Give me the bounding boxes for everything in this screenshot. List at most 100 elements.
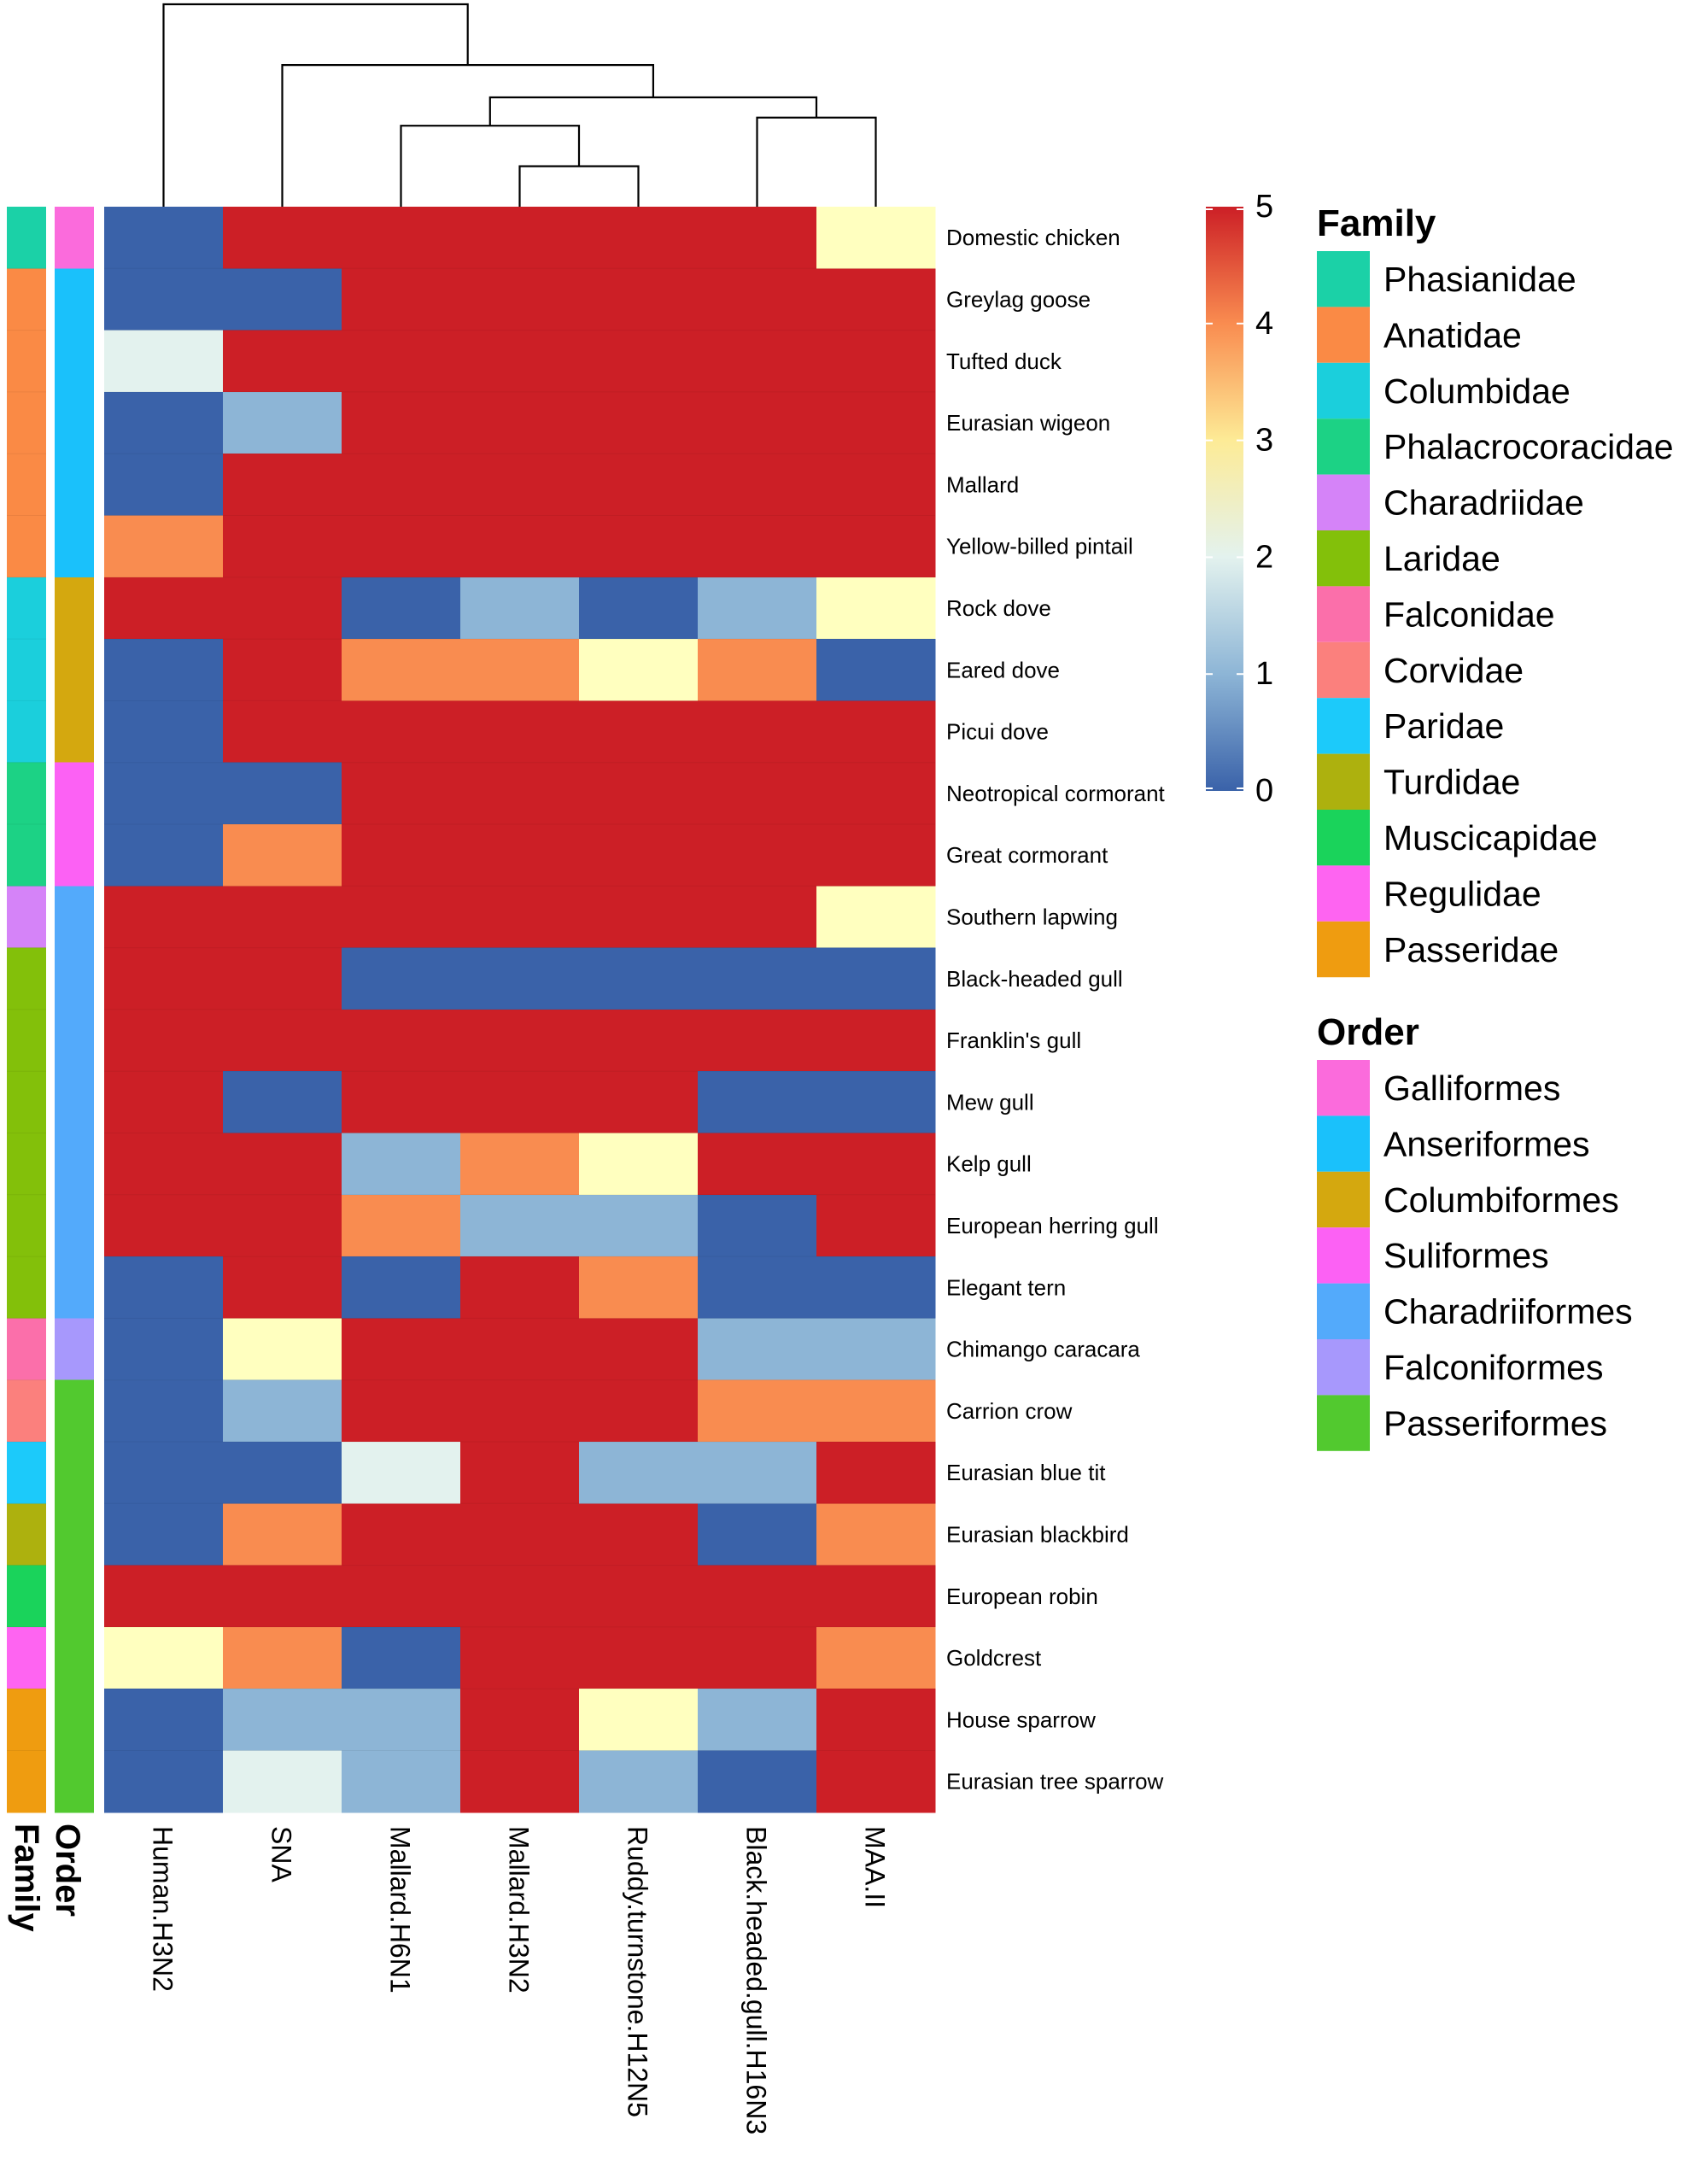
heatmap-cell [816, 762, 936, 825]
heatmap-cell [816, 1318, 936, 1381]
heatmap-cell [579, 207, 699, 269]
heatmap-cell [223, 762, 342, 825]
order-cell-charadriiformes [55, 1194, 94, 1257]
heatmap-cell [698, 330, 817, 393]
legend-label-turdidae: Turdidae [1383, 763, 1520, 802]
legend-swatch-regulidae [1317, 865, 1370, 922]
row-label-neotropical-cormorant: Neotropical cormorant [946, 781, 1166, 806]
heatmap-cell [579, 824, 699, 887]
row-label-black-headed-gull: Black-headed gull [946, 966, 1123, 992]
row-labels: Domestic chicken Greylag goose Tufted duck… [946, 225, 1166, 1794]
order-annotation-label: Order [49, 1824, 86, 1917]
heatmap-cell [698, 762, 817, 825]
heatmap-cell [579, 1626, 699, 1689]
heatmap-cell [579, 1194, 699, 1257]
heatmap-cell [816, 700, 936, 764]
legend-label-passeridae: Passeridae [1383, 930, 1559, 969]
heatmap-cell [104, 1750, 224, 1813]
heatmap-cell [342, 1071, 461, 1134]
color-scale-tick-label: 4 [1255, 306, 1273, 342]
heatmap-cell [698, 1318, 817, 1381]
family-cell-anatidae [7, 330, 46, 393]
heatmap-cell [460, 391, 580, 454]
heatmap-cell [223, 515, 342, 578]
heatmap-cell [460, 762, 580, 825]
legend-label-phalacrocoracidae: Phalacrocoracidae [1383, 427, 1674, 466]
heatmap-cell [223, 700, 342, 764]
heatmap-cell [460, 1071, 580, 1134]
family-cell-phasianidae [7, 207, 46, 269]
heatmap-cell [223, 330, 342, 393]
family-annotation-label: Family [8, 1824, 45, 1932]
heatmap-cell [460, 1133, 580, 1196]
heatmap-cell [104, 207, 224, 269]
legend-swatch-muscicapidae [1317, 810, 1370, 866]
heatmap-cell [342, 1194, 461, 1257]
row-label-franklin-s-gull: Franklin's gull [946, 1028, 1081, 1053]
heatmap-cell [104, 330, 224, 393]
row-label-eurasian-blackbird: Eurasian blackbird [946, 1521, 1129, 1547]
heatmap-cell [460, 1750, 580, 1813]
heatmap-cell [460, 207, 580, 269]
legend-label-falconiformes: Falconiformes [1383, 1348, 1603, 1387]
heatmap-cell [342, 762, 461, 825]
heatmap-cell [816, 330, 936, 393]
order-cell-charadriiformes [55, 1133, 94, 1196]
heatmap-cell [460, 1256, 580, 1319]
row-label-greylag-goose: Greylag goose [946, 286, 1091, 312]
heatmap-cell [460, 886, 580, 949]
heatmap-cell [579, 515, 699, 578]
family-cell-corvidae [7, 1379, 46, 1443]
legend-swatch-laridae [1317, 530, 1370, 587]
legend-swatch-anatidae [1317, 307, 1370, 363]
family-cell-laridae [7, 1133, 46, 1196]
legend-swatch-phasianidae [1317, 251, 1370, 307]
heatmap-cell [579, 1442, 699, 1504]
order-cell-suliformes [55, 762, 94, 825]
order-cell-charadriiformes [55, 1071, 94, 1134]
heatmap-cell [460, 515, 580, 578]
heatmap-cell [698, 391, 817, 454]
heatmap-cell [579, 1503, 699, 1566]
family-cell-laridae [7, 1256, 46, 1319]
heatmap-cell [460, 330, 580, 393]
family-cell-anatidae [7, 454, 46, 517]
heatmap-cell [223, 1689, 342, 1752]
heatmap-cell [223, 1194, 342, 1257]
order-cell-galliformes [55, 207, 94, 269]
heatmap-cell [816, 886, 936, 949]
row-label-domestic-chicken: Domestic chicken [946, 225, 1120, 250]
heatmap-cell [816, 454, 936, 517]
heatmap-cell [698, 1442, 817, 1504]
family-cell-paridae [7, 1442, 46, 1504]
row-label-eurasian-blue-tit: Eurasian blue tit [946, 1460, 1106, 1485]
heatmap-cell [342, 1379, 461, 1443]
heatmap-cell [816, 268, 936, 331]
legend-swatch-suliformes [1317, 1227, 1370, 1284]
heatmap-cell [223, 1009, 342, 1072]
column-label-sna: SNA [266, 1826, 297, 1882]
heatmap-cell [342, 700, 461, 764]
heatmap-cell [816, 1133, 936, 1196]
heatmap-cell [698, 515, 817, 578]
legend-label-charadriidae: Charadriidae [1383, 483, 1584, 523]
color-scale-tick-label: 5 [1255, 189, 1273, 225]
heatmap-cell [104, 268, 224, 331]
heatmap-cell [223, 1750, 342, 1813]
heatmap-cell [816, 639, 936, 701]
heatmap-cell [104, 824, 224, 887]
legend-swatch-falconidae [1317, 586, 1370, 642]
heatmap-cell [460, 1442, 580, 1504]
heatmap-cell [342, 577, 461, 640]
legend-swatch-passeriformes [1317, 1395, 1370, 1451]
heatmap-cell [223, 1503, 342, 1566]
heatmap-cell [579, 1256, 699, 1319]
heatmap-cell [342, 1009, 461, 1072]
heatmap-cell [460, 1626, 580, 1689]
legend-label-passeriformes: Passeriformes [1383, 1403, 1607, 1443]
heatmap-cell [698, 639, 817, 701]
column-label-mallard-h6n1: Mallard.H6N1 [385, 1826, 416, 1994]
color-scale-tick-label: 3 [1255, 423, 1273, 459]
dendrogram-branch [162, 3, 469, 207]
heatmap-cell [460, 1194, 580, 1257]
